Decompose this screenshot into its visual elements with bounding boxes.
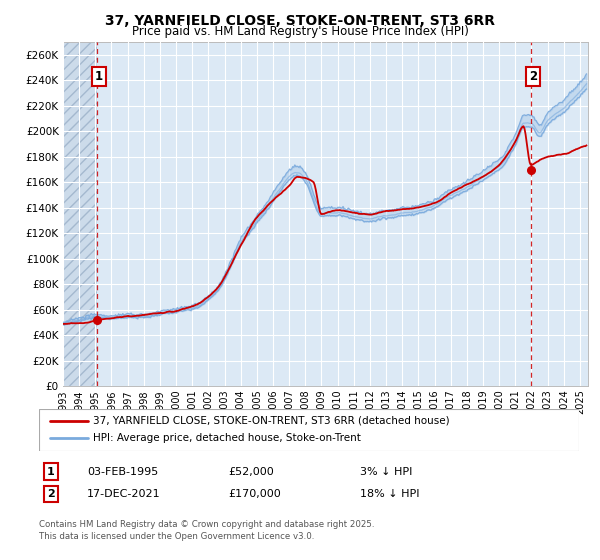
Text: 1: 1 (47, 466, 55, 477)
Text: 37, YARNFIELD CLOSE, STOKE-ON-TRENT, ST3 6RR: 37, YARNFIELD CLOSE, STOKE-ON-TRENT, ST3… (105, 14, 495, 28)
Text: 37, YARNFIELD CLOSE, STOKE-ON-TRENT, ST3 6RR (detached house): 37, YARNFIELD CLOSE, STOKE-ON-TRENT, ST3… (93, 416, 449, 426)
Text: 3% ↓ HPI: 3% ↓ HPI (360, 466, 412, 477)
Text: 03-FEB-1995: 03-FEB-1995 (87, 466, 158, 477)
Text: 1: 1 (95, 70, 103, 83)
Text: HPI: Average price, detached house, Stoke-on-Trent: HPI: Average price, detached house, Stok… (93, 433, 361, 443)
FancyBboxPatch shape (39, 409, 579, 451)
Text: 2: 2 (47, 489, 55, 499)
Text: Contains HM Land Registry data © Crown copyright and database right 2025.
This d: Contains HM Land Registry data © Crown c… (39, 520, 374, 541)
Text: 17-DEC-2021: 17-DEC-2021 (87, 489, 161, 499)
Text: 18% ↓ HPI: 18% ↓ HPI (360, 489, 419, 499)
Text: £52,000: £52,000 (228, 466, 274, 477)
Text: Price paid vs. HM Land Registry's House Price Index (HPI): Price paid vs. HM Land Registry's House … (131, 25, 469, 38)
Text: 2: 2 (529, 70, 538, 83)
Bar (63, 42, 97, 386)
Text: £170,000: £170,000 (228, 489, 281, 499)
